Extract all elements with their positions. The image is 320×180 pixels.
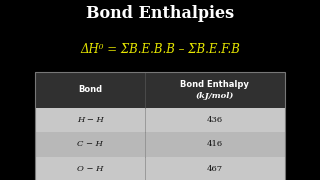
FancyBboxPatch shape <box>35 108 285 132</box>
Text: 436: 436 <box>207 116 223 124</box>
Text: C − H: C − H <box>77 140 103 148</box>
FancyBboxPatch shape <box>35 132 285 157</box>
Text: 467: 467 <box>207 165 223 173</box>
Text: Bond: Bond <box>78 86 102 94</box>
Text: ΔH⁰ = ΣB.E.B.B – ΣB.E.F.B: ΔH⁰ = ΣB.E.B.B – ΣB.E.F.B <box>80 43 240 56</box>
Text: O − H: O − H <box>77 165 103 173</box>
Text: Bond Enthalpies: Bond Enthalpies <box>86 4 234 21</box>
Text: Bond Enthalpy: Bond Enthalpy <box>180 80 249 89</box>
Text: H − H: H − H <box>77 116 103 124</box>
FancyBboxPatch shape <box>35 157 285 180</box>
Text: 416: 416 <box>207 140 223 148</box>
Text: (kJ/mol): (kJ/mol) <box>196 93 234 100</box>
FancyBboxPatch shape <box>35 72 285 108</box>
